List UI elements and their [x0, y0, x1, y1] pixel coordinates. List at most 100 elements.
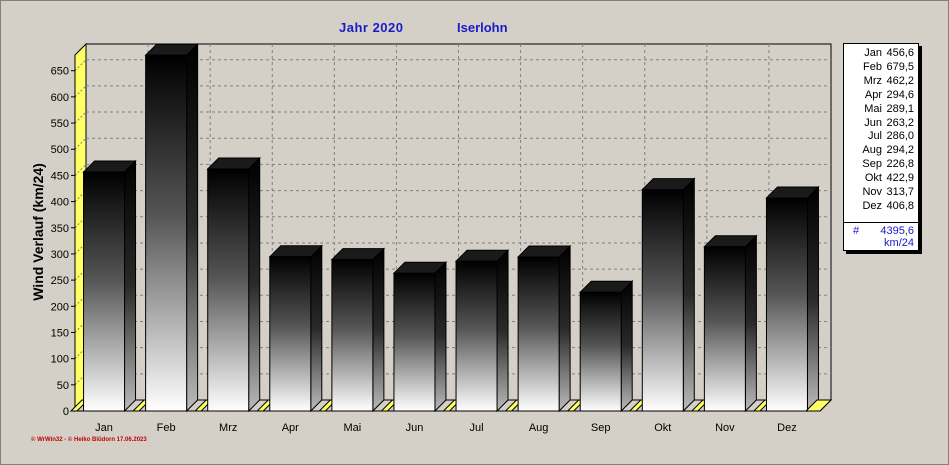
legend-month: Okt — [864, 172, 882, 185]
bar — [269, 256, 312, 412]
x-tick-label: Jun — [406, 422, 424, 434]
bar-side — [682, 177, 695, 413]
x-tick-label: Feb — [157, 422, 176, 434]
floor-tile — [804, 399, 833, 412]
legend-value: 294,2 — [886, 144, 914, 157]
bar — [579, 291, 622, 412]
bar — [331, 259, 374, 412]
legend-value: 679,5 — [886, 60, 914, 73]
bar — [207, 168, 250, 412]
legend-row: Aug 294,2 — [844, 144, 914, 157]
legend-value: 462,2 — [886, 74, 914, 87]
bar — [641, 189, 684, 412]
y-tick-label: 400 — [51, 197, 69, 209]
bar-side — [806, 185, 819, 413]
legend-value: 263,2 — [886, 116, 914, 129]
legend-row: Sep 226,8 — [844, 158, 914, 171]
legend-month: Sep — [862, 158, 882, 171]
bar — [393, 272, 436, 412]
x-tick-label: Nov — [715, 422, 735, 434]
y-tick-label: 450 — [51, 170, 69, 182]
gridline-wall — [74, 111, 87, 124]
legend-total-value: 4395,6 — [880, 225, 914, 237]
x-tick-label: Mrz — [219, 422, 237, 434]
bar-side — [372, 247, 385, 413]
legend-row: Jul 286,0 — [844, 130, 914, 143]
legend-box: Jan 456,6 Feb 679,5 Mrz 462,2 Apr 294,6 Mai 289,1… — [843, 43, 919, 251]
legend-row: Apr 294,6 — [844, 89, 914, 102]
legend-month: Jan — [864, 47, 882, 59]
bar-side — [124, 159, 137, 413]
y-tick-label: 600 — [51, 92, 69, 104]
legend-value: 289,1 — [886, 102, 914, 115]
bar-side — [434, 260, 447, 413]
y-tick-label: 650 — [51, 66, 69, 78]
bar-side — [620, 280, 633, 413]
x-tick-label: Apr — [282, 422, 299, 434]
bar — [703, 246, 746, 412]
y-tick-label: 150 — [51, 327, 69, 339]
legend-total-symbol: # — [853, 225, 860, 237]
legend-month: Aug — [862, 144, 882, 157]
y-tick-label: 100 — [51, 354, 69, 366]
chart-title-station: Iserlohn — [457, 20, 508, 35]
legend-row: Dez 406,8 — [844, 200, 914, 213]
bar — [517, 256, 560, 412]
legend-row: Mrz 462,2 — [844, 75, 914, 88]
y-tick-label: 0 — [63, 406, 69, 418]
bar-side — [186, 43, 199, 413]
legend-month: Jun — [864, 116, 882, 129]
legend-value: 406,8 — [886, 199, 914, 212]
legend-month: Jul — [867, 130, 882, 143]
legend-row: Mai 289,1 — [844, 103, 914, 116]
x-tick-label: Jan — [95, 422, 113, 434]
bar — [145, 54, 188, 412]
gridline-wall — [74, 164, 87, 176]
legend-value: 456,6 — [886, 47, 914, 59]
legend-value: 422,9 — [886, 172, 914, 185]
x-tick-label: Dez — [777, 422, 797, 434]
legend-value: 286,0 — [886, 130, 914, 143]
bar — [455, 260, 498, 412]
legend-value: 313,7 — [886, 186, 914, 198]
x-tick-label: Sep — [591, 422, 611, 434]
bar — [765, 197, 808, 412]
legend-month: Nov — [862, 186, 882, 198]
bar-side — [310, 244, 323, 413]
legend-month: Dez — [862, 199, 882, 212]
x-tick-label: Okt — [654, 422, 671, 434]
legend-row: Jan 456,6 — [844, 47, 914, 60]
y-tick-label: 50 — [57, 380, 69, 392]
legend-row: Jun 263,2 — [844, 117, 914, 130]
bar — [83, 171, 126, 412]
legend-month: Mrz — [863, 74, 882, 87]
bar-side — [558, 244, 571, 413]
x-tick-label: Jul — [470, 422, 484, 434]
legend-separator — [844, 222, 918, 223]
bar-side — [744, 234, 757, 413]
y-tick-label: 550 — [51, 118, 69, 130]
y-tick-label: 200 — [51, 301, 69, 313]
y-tick-label: 350 — [51, 223, 69, 235]
x-tick-label: Mai — [344, 422, 362, 434]
legend-month: Feb — [863, 60, 882, 73]
legend-row: Feb 679,5 — [844, 61, 914, 74]
legend-row: Okt 422,9 — [844, 172, 914, 185]
x-tick-label: Aug — [529, 422, 549, 434]
gridline-wall — [74, 85, 87, 98]
gridline-wall — [74, 137, 87, 150]
legend-month: Mai — [864, 102, 882, 115]
chart-title-year: Jahr 2020 — [339, 20, 404, 35]
gridline-wall — [74, 59, 87, 72]
legend-total-unit: km/24 — [884, 237, 914, 249]
legend-value: 226,8 — [886, 158, 914, 171]
y-tick-label: 250 — [51, 275, 69, 287]
bar-side — [248, 156, 261, 413]
copyright-footer: © WrWin32 - © Heiko Blüdorn 17.06.2023 — [31, 437, 147, 443]
bar-side — [496, 249, 509, 413]
y-tick-label: 300 — [51, 249, 69, 261]
y-tick-label: 500 — [51, 144, 69, 156]
legend-value: 294,6 — [886, 88, 914, 101]
legend-row: Nov 313,7 — [844, 186, 914, 199]
